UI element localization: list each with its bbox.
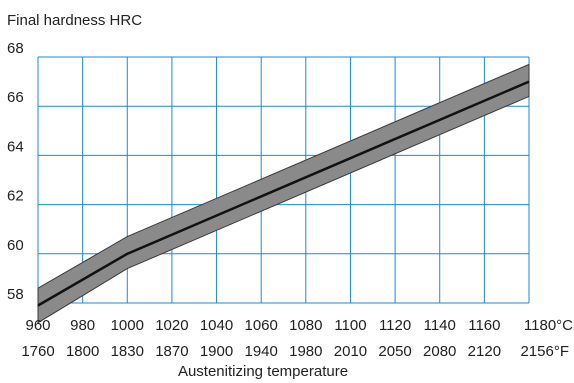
tolerance-band [37, 63, 530, 324]
x-tick-label-fahrenheit: 2120 [468, 343, 501, 360]
y-tick-label: 58 [7, 286, 24, 303]
x-tick-label-fahrenheit: 2050 [378, 343, 411, 360]
series-line [37, 80, 530, 307]
x-tick-label-celsius: 1080 [289, 317, 322, 334]
x-tick-label-fahrenheit: 1900 [200, 343, 233, 360]
x-tick-label-celsius: 1160 [468, 317, 500, 334]
y-axis-label: Final hardness HRC [7, 12, 142, 29]
x-tick-label-fahrenheit: 1980 [289, 343, 322, 360]
x-tick-label-celsius: 1040 [200, 317, 233, 334]
y-tick-label: 68 [7, 40, 24, 57]
x-tick-label-fahrenheit: 1800 [66, 343, 99, 360]
x-tick-label-fahrenheit: 1940 [244, 343, 277, 360]
hardness-band [37, 63, 530, 324]
x-tick-label-celsius: 1000 [111, 317, 144, 334]
x-tick-label-celsius: 1020 [155, 317, 188, 334]
x-tick-label-celsius: 980 [70, 317, 95, 334]
x-tick-label-celsius: 1140 [424, 317, 456, 334]
hardness-line [37, 80, 530, 307]
x-tick-label-fahrenheit: 1830 [111, 343, 144, 360]
x-tick-label-fahrenheit: 1760 [21, 343, 54, 360]
y-tick-label: 64 [7, 138, 24, 155]
x-tick-label-fahrenheit: 2080 [423, 343, 456, 360]
x-tick-label-celsius: 1180°C [524, 317, 573, 334]
x-tick-label-celsius: 960 [25, 317, 50, 334]
x-tick-label-fahrenheit: 2010 [334, 343, 367, 360]
y-tick-label: 62 [7, 188, 24, 205]
x-tick-labels-celsius: 960 980 1000 1020 1040 1060 1080 1100 1120 1140 11… [25, 317, 573, 334]
x-axis-label: Austenitizing temperature [178, 363, 348, 380]
x-tick-label-fahrenheit: 2156°F [520, 343, 569, 360]
x-tick-label-celsius: 1060 [244, 317, 277, 334]
x-tick-label-fahrenheit: 1870 [155, 343, 188, 360]
y-tick-label: 60 [7, 237, 24, 254]
x-tick-labels-fahrenheit: 1760 1800 1830 1870 1900 1940 1980 2010 2050 2080… [21, 343, 569, 360]
y-tick-label: 66 [7, 89, 24, 106]
x-tick-label-celsius: 1120 [379, 317, 411, 334]
x-tick-label-celsius: 1100 [334, 317, 366, 334]
y-tick-labels: 58 60 62 64 66 68 [7, 40, 24, 303]
